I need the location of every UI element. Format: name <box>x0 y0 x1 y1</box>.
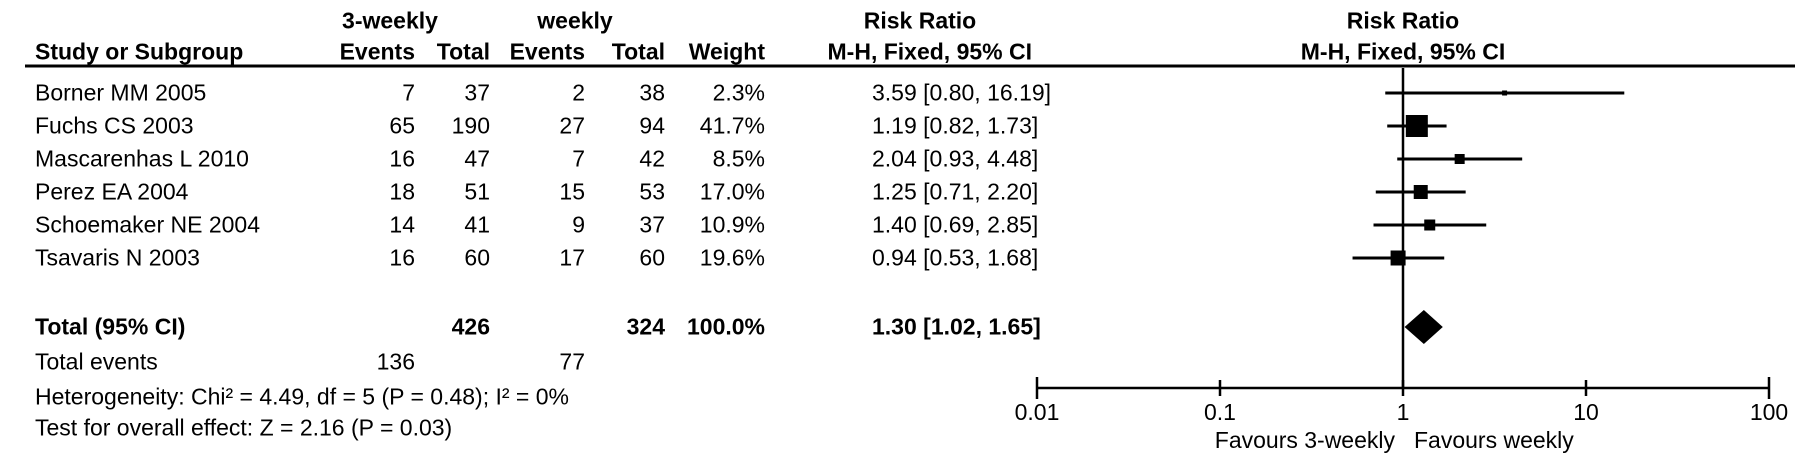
col-header-study: Study or Subgroup <box>35 38 244 65</box>
study-total-weekly: 37 <box>639 211 665 238</box>
study-total-weekly: 42 <box>639 145 665 172</box>
study-marker <box>1405 115 1428 137</box>
study-risk-ratio-ci: 1.25 [0.71, 2.20] <box>872 178 1039 205</box>
group1-header: 3-weekly <box>342 7 438 34</box>
favours-right-label: Favours weekly <box>1414 427 1574 453</box>
total-diamond <box>1404 310 1443 344</box>
study-events-weekly: 2 <box>572 79 585 106</box>
study-risk-ratio-ci: 1.19 [0.82, 1.73] <box>872 112 1039 139</box>
study-risk-ratio-ci: 3.59 [0.80, 16.19] <box>872 79 1052 106</box>
study-total-3weekly: 60 <box>464 244 490 271</box>
col-header-events-weekly: Events <box>509 38 585 65</box>
study-weight: 2.3% <box>712 79 765 106</box>
study-marker <box>1424 219 1436 231</box>
study-events-3weekly: 16 <box>389 145 415 172</box>
axis-tick-label: 0.1 <box>1204 399 1236 425</box>
total-events-3weekly: 136 <box>376 348 415 375</box>
study-total-weekly: 53 <box>639 178 665 205</box>
study-risk-ratio-ci: 1.40 [0.69, 2.85] <box>872 211 1039 238</box>
study-events-3weekly: 14 <box>389 211 415 238</box>
study-marker <box>1454 154 1465 164</box>
axis-tick-label: 100 <box>1750 399 1788 425</box>
col-header-weight: Weight <box>688 38 765 65</box>
study-total-weekly: 60 <box>639 244 665 271</box>
study-weight: 17.0% <box>699 178 765 205</box>
study-marker <box>1390 250 1406 266</box>
study-name: Perez EA 2004 <box>35 178 189 205</box>
study-marker <box>1413 185 1428 199</box>
study-events-weekly: 17 <box>559 244 585 271</box>
risk-ratio-plot-header: Risk Ratio <box>1346 7 1460 34</box>
study-weight: 8.5% <box>712 145 765 172</box>
risk-ratio-col-header: Risk Ratio <box>863 7 977 34</box>
study-name: Tsavaris N 2003 <box>35 244 200 271</box>
overall-effect-stat: Test for overall effect: Z = 2.16 (P = 0… <box>35 414 453 441</box>
total-risk-ratio-ci: 1.30 [1.02, 1.65] <box>872 313 1041 340</box>
total-weekly: 324 <box>626 313 665 340</box>
heterogeneity-stat: Heterogeneity: Chi² = 4.49, df = 5 (P = … <box>35 383 569 410</box>
total-row-label: Total (95% CI) <box>35 313 186 340</box>
study-weight: 10.9% <box>699 211 765 238</box>
col-header-total-3weekly: Total <box>436 38 490 65</box>
study-marker <box>1502 90 1508 96</box>
axis-tick-label: 10 <box>1573 399 1599 425</box>
study-total-weekly: 38 <box>639 79 665 106</box>
total-weight: 100.0% <box>686 313 765 340</box>
study-total-3weekly: 41 <box>464 211 490 238</box>
study-risk-ratio-ci: 0.94 [0.53, 1.68] <box>872 244 1039 271</box>
study-total-3weekly: 190 <box>451 112 490 139</box>
axis-tick-label: 1 <box>1397 399 1410 425</box>
study-total-3weekly: 47 <box>464 145 490 172</box>
study-total-3weekly: 51 <box>464 178 490 205</box>
col-header-mh-fixed-ci: M-H, Fixed, 95% CI <box>827 38 1032 65</box>
group2-header: weekly <box>537 7 613 34</box>
study-events-weekly: 27 <box>559 112 585 139</box>
axis-tick-label: 0.01 <box>1015 399 1060 425</box>
study-events-3weekly: 65 <box>389 112 415 139</box>
study-events-3weekly: 7 <box>402 79 415 106</box>
favours-left-label: Favours 3-weekly <box>1215 427 1396 453</box>
plot-header-mh-fixed-ci: M-H, Fixed, 95% CI <box>1300 38 1506 65</box>
study-name: Fuchs CS 2003 <box>35 112 194 139</box>
total-3weekly: 426 <box>451 313 490 340</box>
study-weight: 19.6% <box>699 244 765 271</box>
study-weight: 41.7% <box>699 112 765 139</box>
study-name: Schoemaker NE 2004 <box>35 211 261 238</box>
study-name: Mascarenhas L 2010 <box>35 145 249 172</box>
total-events-label: Total events <box>35 348 158 375</box>
col-header-total-weekly: Total <box>611 38 665 65</box>
study-events-3weekly: 18 <box>389 178 415 205</box>
total-events-weekly: 77 <box>559 348 585 375</box>
study-events-weekly: 15 <box>559 178 585 205</box>
study-total-weekly: 94 <box>639 112 665 139</box>
study-risk-ratio-ci: 2.04 [0.93, 4.48] <box>872 145 1039 172</box>
study-events-weekly: 7 <box>572 145 585 172</box>
study-events-3weekly: 16 <box>389 244 415 271</box>
study-total-3weekly: 37 <box>464 79 490 106</box>
col-header-events-3weekly: Events <box>339 38 415 65</box>
study-events-weekly: 9 <box>572 211 585 238</box>
study-name: Borner MM 2005 <box>35 79 207 106</box>
